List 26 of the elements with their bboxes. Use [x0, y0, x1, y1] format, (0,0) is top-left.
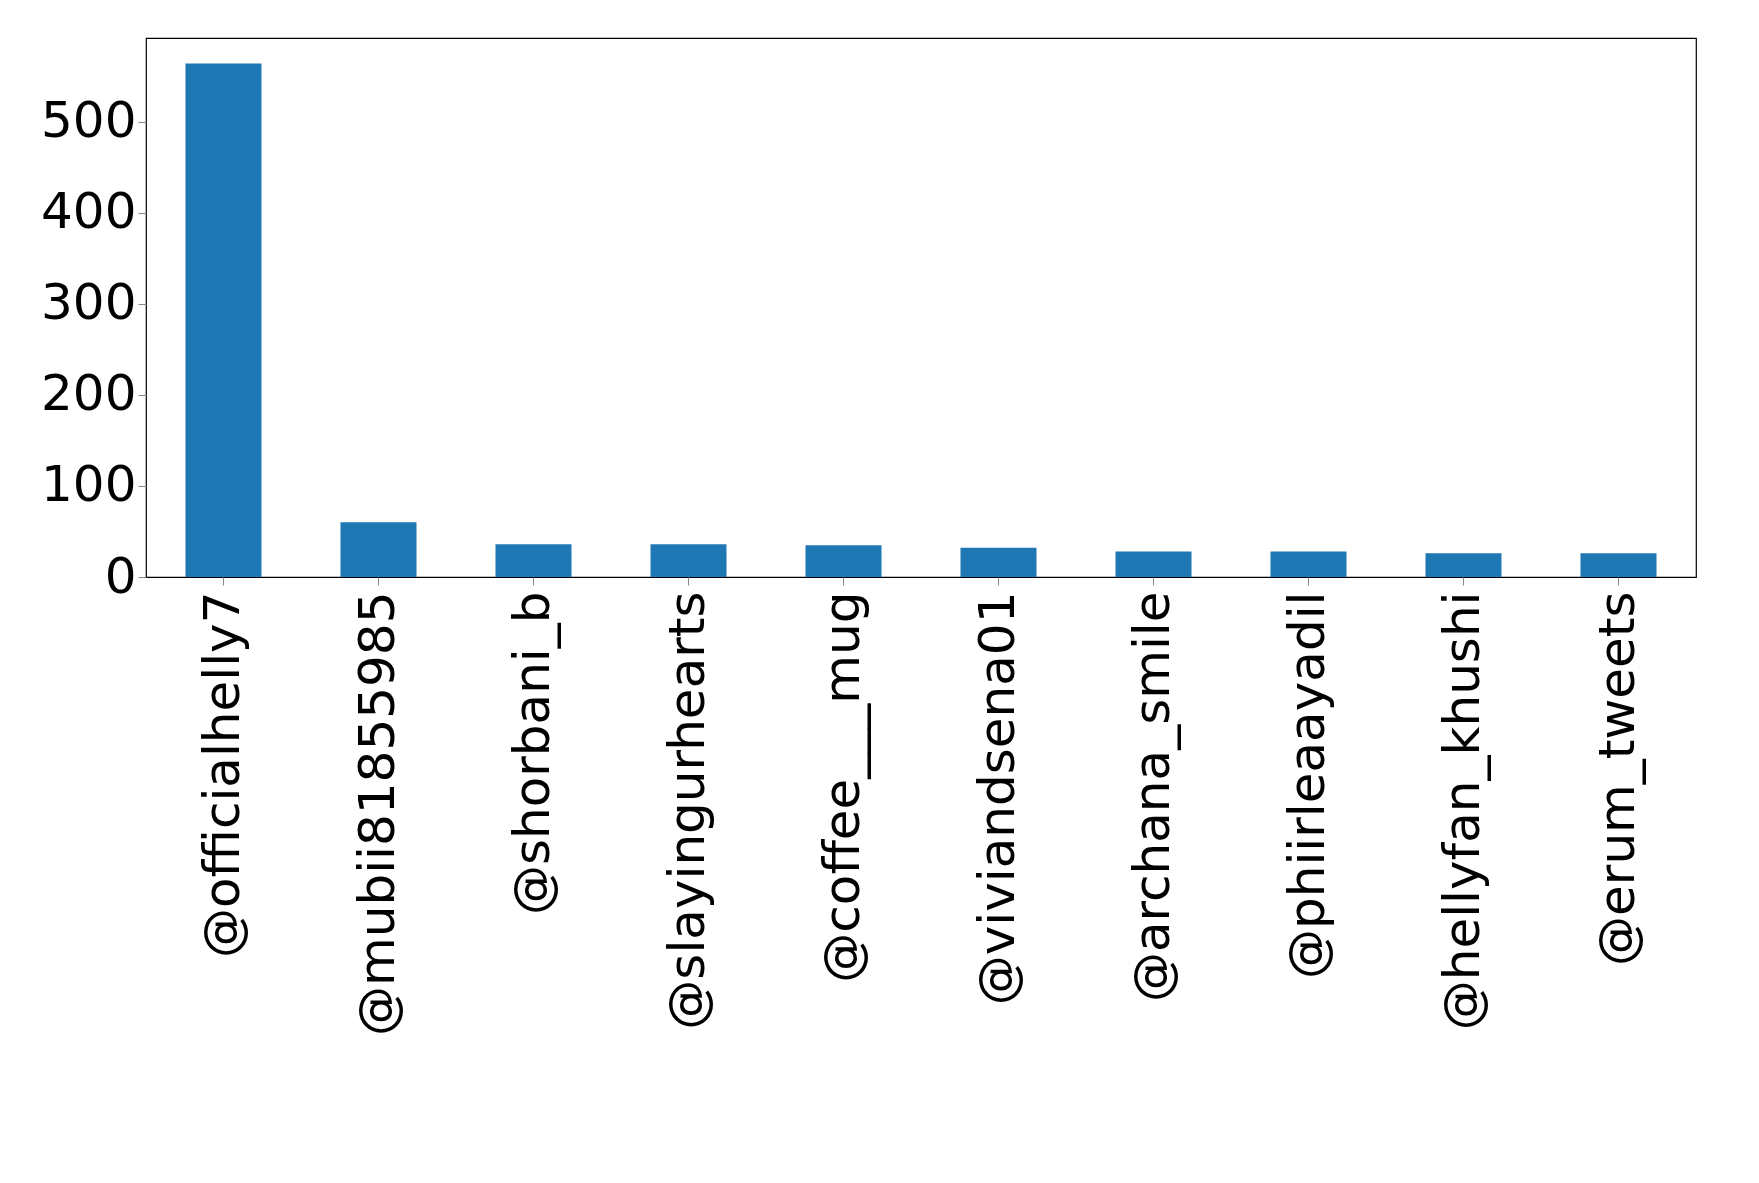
bar — [1115, 551, 1192, 577]
x-tick-label: @mubii81855985 — [347, 591, 406, 1036]
bar — [1270, 551, 1347, 577]
bar — [1425, 553, 1502, 577]
y-tick-label: 0 — [104, 546, 137, 605]
y-tick-label: 200 — [41, 364, 137, 423]
x-tick-label: @shorbani_b — [502, 591, 561, 916]
y-tick-label: 400 — [41, 182, 137, 241]
x-tick-label: @erum_tweets — [1587, 591, 1646, 966]
x-tick-label: @phiirleaayadil — [1277, 591, 1336, 979]
bar — [185, 63, 262, 577]
bar — [805, 545, 882, 577]
bar — [1580, 553, 1657, 577]
bar — [960, 547, 1037, 577]
x-tick-label: @slayingurhearts — [657, 591, 716, 1030]
bar — [650, 544, 727, 577]
bar — [495, 544, 572, 577]
bar — [340, 522, 417, 577]
y-tick-label: 500 — [41, 91, 137, 150]
y-tick-label: 100 — [41, 455, 137, 514]
y-tick-label: 300 — [41, 273, 137, 332]
x-tick-label: @hellyfan_khushi — [1432, 591, 1491, 1031]
x-tick-label: @coffee___mug — [812, 591, 871, 983]
x-tick-label: @officialhelly7 — [192, 591, 251, 958]
x-tick-label: @archana_smile — [1122, 591, 1181, 1003]
x-tick-label: @viviandsena01 — [967, 591, 1026, 1006]
